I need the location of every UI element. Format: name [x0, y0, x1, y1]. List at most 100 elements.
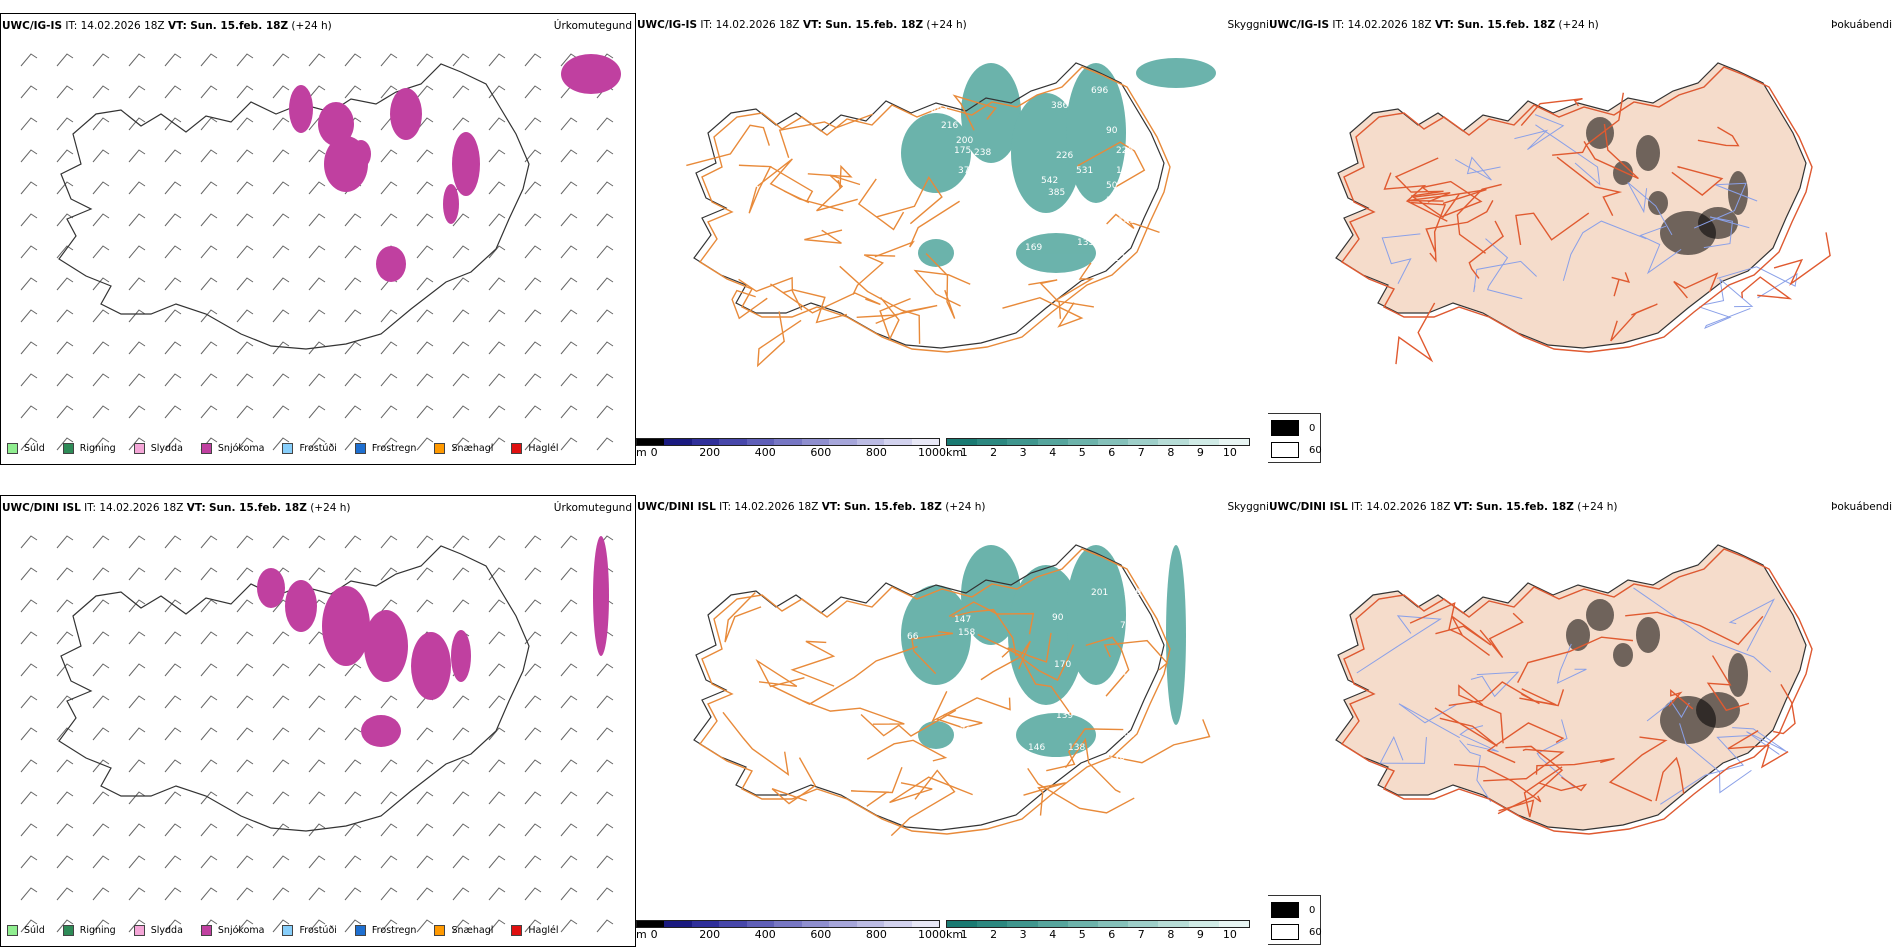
- wind-barb: [524, 341, 542, 355]
- colorbar-segment: [801, 439, 830, 445]
- colorbar-tick-label: 1: [960, 928, 968, 941]
- wind-barb: [524, 855, 542, 869]
- fog-legend-label: 60: [1309, 444, 1322, 456]
- wind-barb: [128, 663, 146, 677]
- cloud-base-label: 240: [972, 653, 989, 663]
- wind-barb: [164, 405, 182, 419]
- wind-barb: [524, 759, 542, 773]
- wind-barb: [488, 759, 506, 773]
- wind-barb: [416, 341, 434, 355]
- panel-header: UWC/DINI ISL IT: 14.02.2026 18Z VT: Sun.…: [2, 502, 351, 514]
- wind-barb: [308, 309, 326, 323]
- wind-barb: [92, 727, 110, 741]
- road-line: [1411, 192, 1460, 219]
- wind-barb: [236, 599, 254, 613]
- wind-barb: [236, 373, 254, 387]
- cloud-base-label: 370: [958, 166, 975, 176]
- colorbar-segment: [911, 439, 939, 445]
- low-visibility-area: [1008, 565, 1084, 705]
- cloud-map-bottom: 201 399 147 158 90 79 66 240 170 55 130 180 139 106 17…: [693, 544, 1211, 837]
- wind-barb: [452, 855, 470, 869]
- wind-barb: [596, 213, 614, 227]
- field-title: Úrkomutegund: [553, 502, 632, 514]
- low-visibility-area: [1166, 545, 1186, 725]
- wind-barb: [164, 85, 182, 99]
- wind-barb: [452, 567, 470, 581]
- wind-barb: [236, 759, 254, 773]
- wind-barb: [596, 405, 614, 419]
- wind-barb: [488, 535, 506, 549]
- cloud-base-label: 147: [954, 615, 971, 625]
- legend-label: Slydda: [150, 443, 183, 454]
- wind-barb: [380, 535, 398, 549]
- wind-barb: [20, 663, 38, 677]
- colorbar-strip: [946, 920, 1250, 928]
- road-line: [1409, 601, 1490, 657]
- road-line: [1485, 238, 1523, 300]
- wind-barb: [272, 887, 290, 901]
- cloud-base-label: 90: [1106, 126, 1118, 136]
- legend-swatch: [354, 925, 366, 936]
- wind-barb: [92, 567, 110, 581]
- wind-barb: [128, 373, 146, 387]
- wind-barb: [452, 823, 470, 837]
- wind-barb: [416, 567, 434, 581]
- road-line: [913, 269, 971, 307]
- wind-barb: [416, 53, 434, 67]
- wind-barb: [488, 727, 506, 741]
- road-line: [1498, 766, 1563, 818]
- precip-type-panel-bottom: UWC/DINI ISL IT: 14.02.2026 18Z VT: Sun.…: [0, 495, 636, 947]
- wind-barb: [308, 535, 326, 549]
- wind-barb: [128, 181, 146, 195]
- wind-barb: [488, 919, 506, 933]
- colorbar-tick-label: 1000: [917, 928, 946, 941]
- colorbar-tick-label: 5: [1078, 446, 1086, 459]
- wind-barb: [416, 919, 434, 933]
- road-line: [1703, 216, 1750, 249]
- road-line: [1556, 156, 1623, 217]
- wind-barb: [416, 437, 434, 451]
- colorbar-segment: [746, 439, 775, 445]
- road-line: [1479, 612, 1524, 658]
- wind-barb: [452, 791, 470, 805]
- wind-barb: [308, 149, 326, 163]
- road-line: [1706, 655, 1750, 712]
- legend-label: Snjókoma: [217, 443, 265, 454]
- wind-barb: [272, 855, 290, 869]
- cloud-base-label: 238: [974, 148, 991, 158]
- low-visibility-area: [918, 721, 954, 749]
- wind-barb: [92, 245, 110, 259]
- colorbar-tick-label: 2: [990, 446, 998, 459]
- colorbar-tick-label: 8: [1167, 928, 1175, 941]
- wind-barb: [524, 213, 542, 227]
- road-line: [1556, 643, 1587, 684]
- wind-barb: [488, 53, 506, 67]
- wind-barb: [488, 213, 506, 227]
- precip-legend-item: Frostúði: [282, 443, 337, 454]
- wind-barb: [20, 245, 38, 259]
- colorbar-segment: [1007, 439, 1038, 445]
- wind-barb: [92, 759, 110, 773]
- wind-barb: [452, 245, 470, 259]
- cloud-base-label: 386: [1051, 101, 1068, 111]
- wind-barb: [488, 437, 506, 451]
- wind-barb: [596, 887, 614, 901]
- road-line: [1468, 220, 1504, 279]
- wind-barb: [200, 631, 218, 645]
- road-line: [1655, 756, 1685, 802]
- wind-barb: [596, 727, 614, 741]
- wind-barb: [128, 213, 146, 227]
- colorbar-segment: [884, 921, 912, 927]
- wind-barb: [488, 405, 506, 419]
- wind-barb: [344, 437, 362, 451]
- wind-barb: [344, 245, 362, 259]
- legend-label: Frostúði: [299, 925, 337, 936]
- road-line: [782, 289, 848, 324]
- wind-barb: [20, 149, 38, 163]
- wind-barb: [560, 919, 578, 933]
- wind-barb: [488, 823, 506, 837]
- colorbar-segment: [1188, 439, 1219, 445]
- road-line: [790, 640, 836, 687]
- wind-barb: [272, 373, 290, 387]
- wind-barb: [596, 663, 614, 677]
